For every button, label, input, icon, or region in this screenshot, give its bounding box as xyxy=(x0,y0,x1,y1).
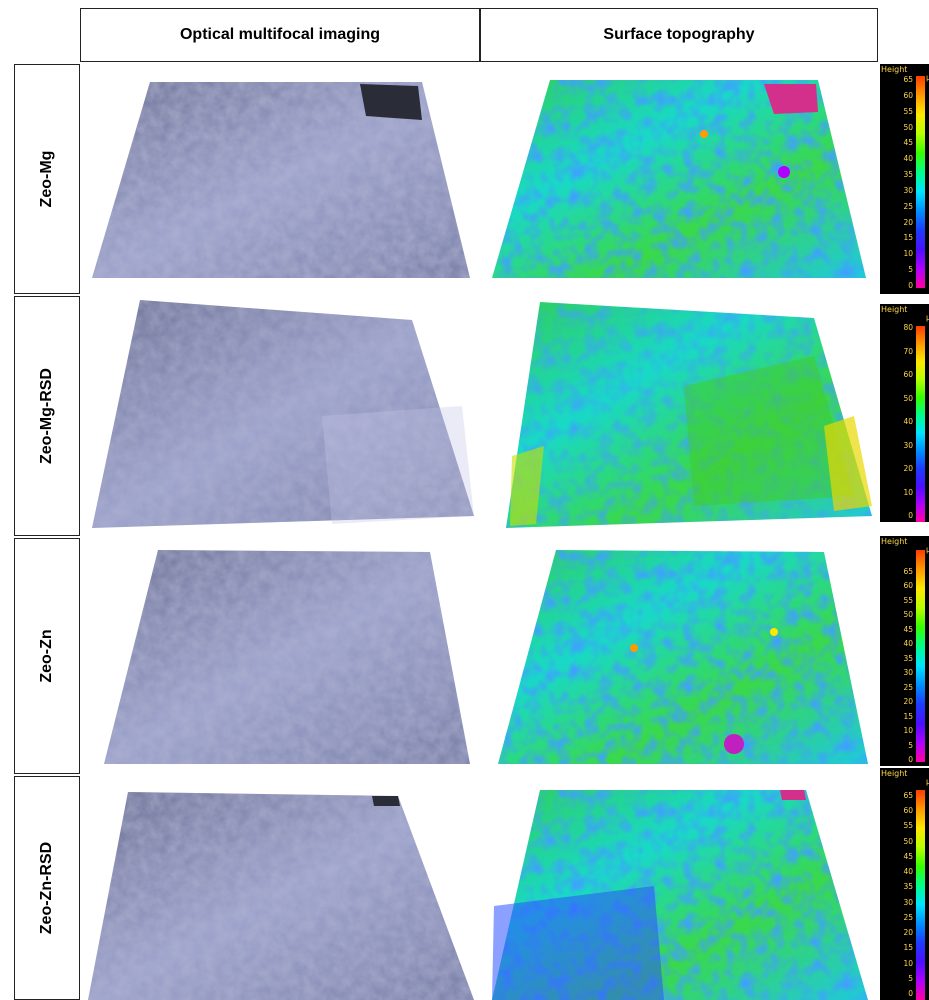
colorbar-title: Height xyxy=(881,537,908,546)
row-label-zeo-zn-rsd: Zeo-Zn-RSD xyxy=(38,841,55,935)
colorbar-gradient xyxy=(916,790,925,1000)
topography-image-zeo-zn-rsd xyxy=(492,790,868,1000)
colorbar-tick-label: 40 xyxy=(903,154,913,164)
colorbar-tick-label: 25 xyxy=(903,682,913,692)
colorbar-tick-label: 20 xyxy=(903,697,913,707)
optical-image-zeo-mg xyxy=(92,82,470,278)
colorbar-tick-label: 55 xyxy=(903,595,913,605)
colorbar-tick-label: 50 xyxy=(903,836,913,846)
colorbar-tick-label: 0 xyxy=(908,281,913,290)
colorbar-tick-label: 10 xyxy=(903,958,913,968)
colorbar-tick-label: 30 xyxy=(903,185,913,195)
colorbar-tick-label: 5 xyxy=(908,740,913,750)
colorbar-tick-label: 55 xyxy=(903,106,913,116)
colorbar-tick-label: 0 xyxy=(908,511,913,520)
topography-image-zeo-mg-rsd xyxy=(506,302,872,528)
topography-image-zeo-mg xyxy=(492,80,866,278)
colorbar-tick-label: 35 xyxy=(903,170,913,180)
colorbar-title: Height xyxy=(881,65,908,74)
row-label-zeo-mg: Zeo-Mg xyxy=(38,150,55,208)
optical-image-zeo-mg-rsd xyxy=(92,300,474,528)
colorbar-tick-label: 30 xyxy=(903,897,913,907)
colorbar-tick-label: 15 xyxy=(903,943,913,953)
colorbar-unit: µm xyxy=(926,545,929,554)
colorbar-tick-label: 40 xyxy=(903,867,913,877)
colorbar-unit: µm xyxy=(926,777,929,786)
colorbar-tick-label: 55 xyxy=(903,821,913,831)
colorbar-tick-label: 65 xyxy=(903,791,913,800)
colorbar-tick-label: 5 xyxy=(908,973,913,983)
colorbar-tick-label: 10 xyxy=(903,726,913,736)
colorbar-tick-label: 10 xyxy=(903,487,913,497)
colorbar-tick-label: 25 xyxy=(903,201,913,211)
colorbar-tick-label: 10 xyxy=(903,249,913,259)
colorbar-tick-label: 50 xyxy=(903,393,913,403)
colorbar-tick-label: 30 xyxy=(903,440,913,450)
colorbar-tick-label: 45 xyxy=(903,851,913,861)
optical-image-zeo-zn-rsd xyxy=(88,792,474,1000)
colorbar-tick-label: 30 xyxy=(903,668,913,678)
colorbar-tick-label: 50 xyxy=(903,122,913,132)
colorbar-tick-label: 45 xyxy=(903,138,913,148)
colorbar-gradient xyxy=(916,326,925,522)
row-label-box-4: Zeo-Zn-RSD xyxy=(14,776,80,1000)
colorbar-tick-label: 40 xyxy=(903,417,913,426)
colorbar-title: Height xyxy=(881,305,908,314)
header-optical: Optical multifocal imaging xyxy=(80,8,480,62)
optical-image-zeo-zn xyxy=(104,550,470,764)
colorbar-unit: µm xyxy=(926,73,929,82)
row-label-zeo-zn: Zeo-Zn xyxy=(38,629,55,683)
colorbar-tick-label: 60 xyxy=(903,90,913,100)
colorbar-tick-label: 60 xyxy=(903,370,913,379)
colorbar-tick-label: 0 xyxy=(908,755,913,764)
colorbar-gradient xyxy=(916,550,925,762)
colorbar-tick-label: 65 xyxy=(903,75,913,84)
colorbar-tick-label: 45 xyxy=(903,624,913,634)
colorbar-tick-label: 40 xyxy=(903,639,913,649)
colorbar-tick-label: 20 xyxy=(903,928,913,938)
colorbar-tick-label: 50 xyxy=(903,610,913,620)
row-label-box-2: Zeo-Mg-RSD xyxy=(14,296,80,536)
colorbar-tick-label: 20 xyxy=(903,464,913,473)
colorbar-title: Height xyxy=(881,769,908,778)
topography-image-zeo-zn xyxy=(498,550,868,764)
colorbar-tick-label: 80 xyxy=(903,323,913,332)
colorbar-tick-label: 35 xyxy=(903,882,913,892)
colorbar-tick-label: 15 xyxy=(903,711,913,721)
colorbar-tick-label: 5 xyxy=(908,265,913,275)
colorbar-tick-label: 70 xyxy=(903,346,913,356)
colorbar-tick-label: 35 xyxy=(903,653,913,663)
colorbar-tick-label: 0 xyxy=(908,989,913,998)
colorbar-tick-label: 60 xyxy=(903,806,913,816)
colorbar-tick-label: 15 xyxy=(903,233,913,243)
row-label-box-1: Zeo-Mg xyxy=(14,64,80,294)
colorbar-tick-label: 60 xyxy=(903,581,913,591)
colorbar-unit: µm xyxy=(926,313,929,322)
colorbar-tick-label: 25 xyxy=(903,912,913,922)
colorbar-gradient xyxy=(916,76,925,288)
colorbar-zeo-mg-rsd: Height µm 80 70 60 50 40 30 20 10 0 xyxy=(880,304,929,522)
header-topography: Surface topography xyxy=(480,8,878,62)
colorbar-tick-label: 65 xyxy=(903,567,913,576)
colorbar-tick-label: 20 xyxy=(903,217,913,227)
row-label-box-3: Zeo-Zn xyxy=(14,538,80,774)
row-label-zeo-mg-rsd: Zeo-Mg-RSD xyxy=(38,368,55,464)
